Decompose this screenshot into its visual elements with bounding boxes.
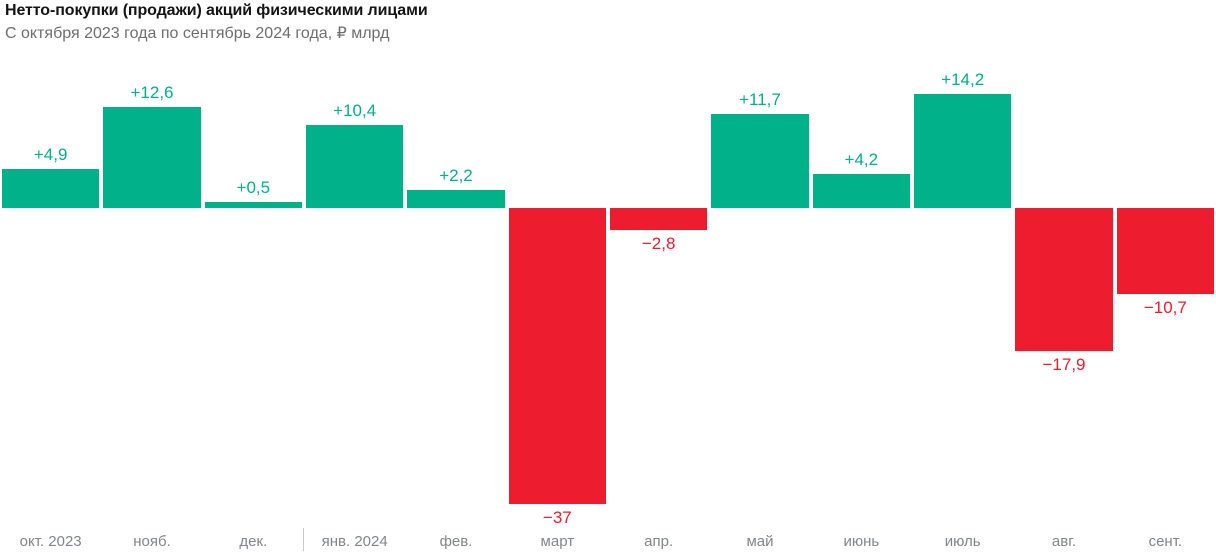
x-axis-label-0: окт. 2023: [19, 533, 82, 550]
value-label-10: −17,9: [1042, 355, 1086, 375]
value-label-9: +14,2: [941, 70, 985, 90]
bar-9: [914, 94, 1012, 208]
value-label-0: +4,9: [33, 144, 68, 164]
value-label-8: +4,2: [844, 150, 879, 170]
value-label-3: +10,4: [333, 100, 377, 120]
bar-1: [103, 107, 201, 208]
x-axis-label-10: авг.: [1051, 533, 1077, 550]
x-axis-label-9: июль: [944, 533, 981, 550]
bar-3: [306, 124, 404, 208]
x-axis-label-8: июнь: [843, 533, 880, 550]
bar-11: [1116, 208, 1214, 294]
bar-4: [407, 190, 505, 208]
bar-2: [204, 202, 302, 208]
x-axis-label-2: дек.: [239, 533, 268, 550]
bar-0: [2, 168, 100, 208]
value-label-4: +2,2: [439, 166, 473, 186]
value-label-5: −37: [542, 508, 572, 527]
bar-5: [508, 208, 606, 504]
year-divider: [303, 528, 304, 551]
chart-title: Нетто-покупки (продажи) акций физическим…: [5, 2, 428, 19]
x-axis-label-7: май: [746, 533, 774, 550]
value-label-2: +0,5: [236, 178, 271, 197]
x-axis-label-11: сент.: [1148, 533, 1183, 550]
bar-7: [711, 114, 809, 208]
bar-10: [1015, 208, 1113, 352]
x-axis-label-4: фев.: [439, 533, 473, 550]
value-label-7: +11,7: [739, 90, 781, 110]
x-axis-label-6: апр.: [644, 533, 674, 550]
x-axis-label-5: март: [540, 533, 575, 550]
value-label-6: −2,8: [641, 234, 676, 254]
bar-8: [812, 174, 910, 208]
x-axis-label-1: нояб.: [133, 533, 171, 550]
value-label-1: +12,6: [130, 83, 174, 103]
value-label-11: −10,7: [1143, 297, 1187, 317]
chart-subtitle: С октября 2023 года по сентябрь 2024 год…: [5, 25, 390, 42]
x-axis-label-3: янв. 2024: [321, 533, 388, 550]
bar-6: [610, 208, 708, 231]
